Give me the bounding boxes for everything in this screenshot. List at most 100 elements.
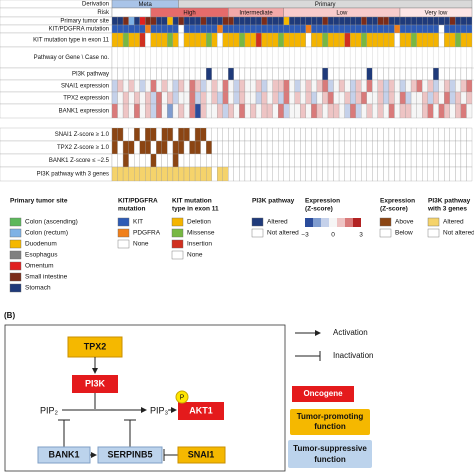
cell <box>283 24 290 34</box>
cell <box>261 166 268 182</box>
cell <box>377 79 384 93</box>
cell <box>272 24 279 34</box>
cell <box>272 67 279 81</box>
cell <box>305 153 312 168</box>
cell <box>161 79 168 93</box>
cell <box>189 103 196 119</box>
cell <box>388 127 395 142</box>
cell <box>161 32 168 48</box>
cell <box>150 166 157 182</box>
cell <box>394 16 401 26</box>
cell <box>316 16 323 26</box>
cell <box>117 79 124 93</box>
cell <box>388 91 395 105</box>
row-label: SNAI1 Z-score ≥ 1.0 <box>55 132 110 138</box>
cell <box>372 140 378 155</box>
cell <box>194 103 201 119</box>
cell <box>172 127 179 142</box>
cell <box>405 140 412 155</box>
cell <box>433 127 439 142</box>
cell <box>111 91 118 105</box>
cell <box>244 91 251 105</box>
cell <box>156 153 162 168</box>
cell <box>139 24 146 34</box>
cell <box>183 16 190 26</box>
cell <box>233 79 240 93</box>
cell <box>316 140 323 155</box>
cell <box>300 16 306 26</box>
cell <box>189 127 196 142</box>
cell <box>278 166 284 182</box>
cell <box>217 103 223 119</box>
cell <box>294 103 301 119</box>
cell <box>422 32 428 48</box>
cell <box>250 140 257 155</box>
gradient-step <box>321 218 329 227</box>
cell <box>410 16 417 26</box>
cell <box>233 32 240 48</box>
cell <box>416 67 423 81</box>
legend-title: Primary tumor site <box>10 198 68 205</box>
cell <box>228 103 234 119</box>
cell <box>460 32 467 48</box>
cell <box>399 127 406 142</box>
cell <box>278 140 284 155</box>
cell <box>194 16 201 26</box>
cell <box>278 153 284 168</box>
cell <box>128 32 135 48</box>
cell <box>128 79 135 93</box>
cell <box>372 166 378 182</box>
cell <box>344 24 351 34</box>
cell <box>422 166 428 182</box>
cell <box>156 140 162 155</box>
cell <box>250 91 257 105</box>
cell <box>217 127 223 142</box>
cell <box>150 67 157 81</box>
cell <box>355 79 362 93</box>
cell <box>422 16 428 26</box>
cell <box>150 79 157 93</box>
cell <box>438 67 445 81</box>
cell <box>161 16 168 26</box>
cell <box>145 91 151 105</box>
key-label: Oncogene <box>303 389 343 398</box>
legend-label: Colon (ascending) <box>25 219 78 226</box>
cell <box>289 153 295 168</box>
cell <box>233 153 240 168</box>
cell <box>266 103 273 119</box>
cell <box>438 153 445 168</box>
cell <box>178 24 185 34</box>
key-label: Tumor-suppressive <box>293 444 367 453</box>
cell <box>405 127 412 142</box>
cell <box>361 67 367 81</box>
cell <box>206 67 212 81</box>
cell <box>111 166 118 182</box>
cell <box>222 32 229 48</box>
cell <box>333 32 340 48</box>
cell <box>294 140 301 155</box>
cell <box>189 32 196 48</box>
cell <box>194 32 201 48</box>
cell <box>178 91 185 105</box>
cell <box>416 140 423 155</box>
cell <box>438 103 445 119</box>
legend-swatch <box>9 261 22 271</box>
row-label: PI3K pathway <box>72 72 109 78</box>
cell <box>388 153 395 168</box>
cell <box>200 166 207 182</box>
cell <box>455 79 462 93</box>
cell <box>394 24 401 34</box>
cell <box>266 24 273 34</box>
node-label: PIP₂ <box>40 405 59 415</box>
cell <box>438 16 445 26</box>
cell <box>383 16 390 26</box>
cell <box>261 79 268 93</box>
node-box <box>178 402 224 420</box>
cell <box>305 24 312 34</box>
cell <box>194 79 201 93</box>
cell <box>344 103 351 119</box>
cell <box>466 67 473 81</box>
cell <box>211 91 218 105</box>
cell <box>300 79 306 93</box>
cell <box>322 32 329 48</box>
